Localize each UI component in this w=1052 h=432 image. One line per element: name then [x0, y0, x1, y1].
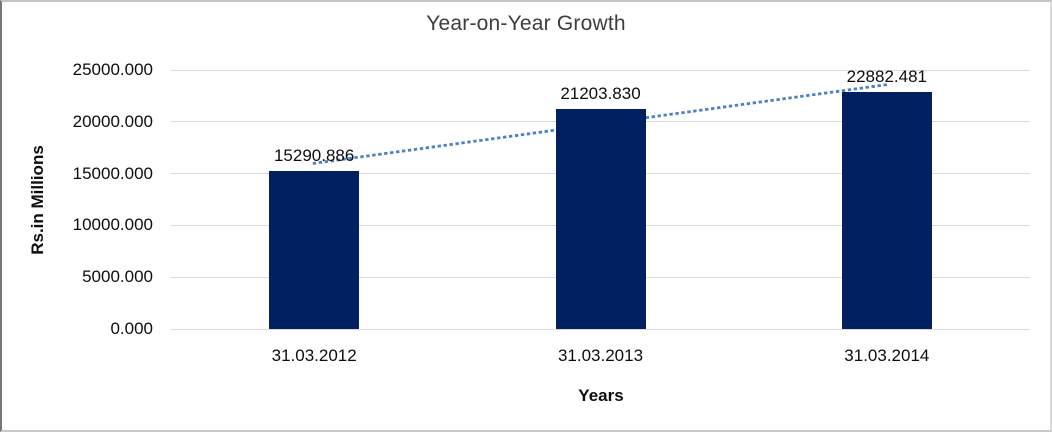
- chart-title: Year-on-Year Growth: [426, 12, 626, 35]
- data-label: 22882.481: [846, 66, 928, 86]
- x-tick-label: 31.03.2013: [557, 346, 644, 365]
- y-axis-title: Rs.in Millions: [28, 145, 47, 255]
- y-tick-label: 20000.000: [72, 111, 153, 131]
- y-tick-label: 25000.000: [72, 60, 153, 79]
- y-tick-label: 15000.000: [72, 163, 153, 183]
- bar-31.03.2012: [269, 170, 360, 329]
- data-label: 15290.886: [273, 145, 355, 165]
- data-label: 21203.830: [560, 84, 641, 104]
- plot-area: 15290.886 21203.830 22882.481: [171, 66, 1030, 330]
- y-tick-label: 0.000: [110, 319, 153, 338]
- x-tick-label: 31.03.2012: [271, 346, 357, 365]
- y-tick-label: 5000.000: [82, 267, 153, 287]
- x-axis-title: Years: [578, 386, 624, 405]
- bar-31.03.2013: [555, 109, 646, 329]
- gridline: [171, 69, 1030, 71]
- x-tick-label: 31.03.2014: [844, 346, 930, 365]
- gridline: [171, 328, 1030, 330]
- y-tick-label: 10000.000: [72, 215, 153, 235]
- bar-31.03.2014: [841, 91, 932, 329]
